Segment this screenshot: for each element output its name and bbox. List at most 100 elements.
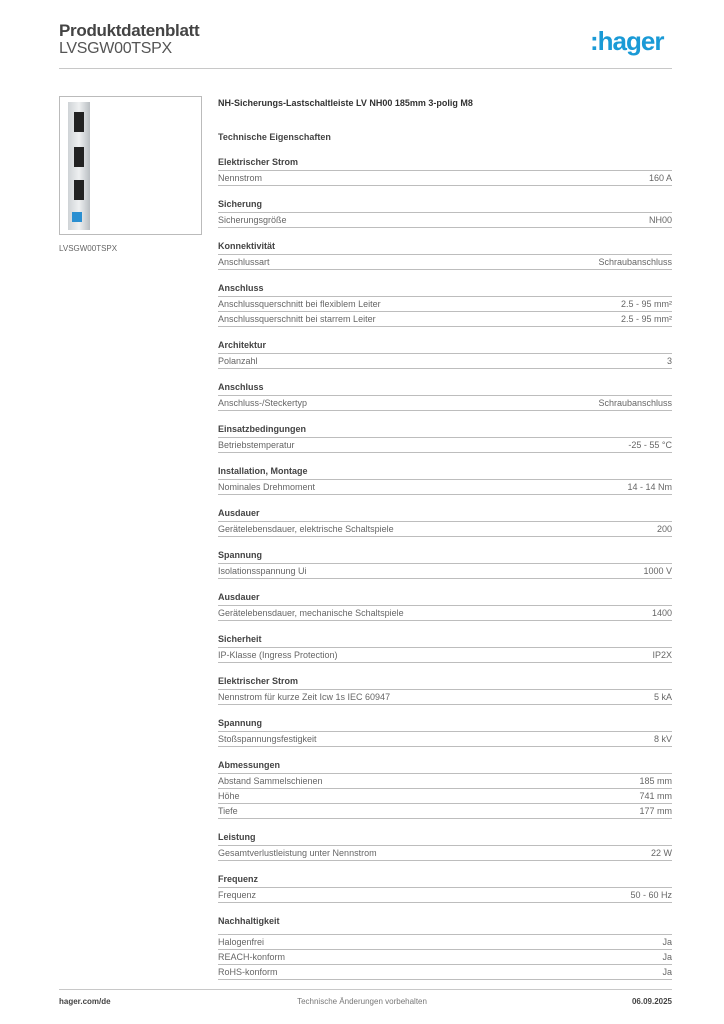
spec-group: Spannung Stoßspannungsfestigkeit 8 kV <box>218 716 672 747</box>
section-title: Technische Eigenschaften <box>218 132 331 142</box>
spec-label: Tiefe <box>218 806 238 816</box>
spec-row: Stoßspannungsfestigkeit 8 kV <box>218 732 672 747</box>
spec-row: RoHS-konform Ja <box>218 965 672 980</box>
footer-notice: Technische Änderungen vorbehalten <box>297 997 427 1006</box>
spec-value: 177 mm <box>639 806 672 816</box>
spec-value: 2.5 - 95 mm² <box>620 299 672 309</box>
spec-value: NH00 <box>648 215 672 225</box>
spec-row: Isolationsspannung Ui 1000 V <box>218 564 672 579</box>
spec-group: Anschluss Anschluss-/Steckertyp Schraubans… <box>218 380 672 411</box>
spec-group: Einsatzbedingungen Betriebstemperatur -25 … <box>218 422 672 453</box>
spec-group: Spannung Isolationsspannung Ui 1000 V <box>218 548 672 579</box>
spec-row: Anschlussquerschnitt bei starrem Leiter 2… <box>218 312 672 327</box>
spec-value: 1000 V <box>643 566 672 576</box>
spec-group: Anschluss Anschlussquerschnitt bei flexib… <box>218 281 672 327</box>
spec-group-title: Spannung <box>218 716 672 732</box>
spec-label: IP-Klasse (Ingress Protection) <box>218 650 338 660</box>
spec-group: Sicherung Sicherungsgröße NH00 <box>218 197 672 228</box>
hager-logo: :hager <box>590 26 664 56</box>
spec-group-title: Sicherung <box>218 197 672 213</box>
spec-group: Sicherheit IP-Klasse (Ingress Protection)… <box>218 632 672 663</box>
spec-group-title: Spannung <box>218 548 672 564</box>
spec-row: Anschlussart Schraubanschluss <box>218 255 672 270</box>
spec-group-title: Sicherheit <box>218 632 672 648</box>
spec-group: Elektrischer Strom Nennstrom 160 A <box>218 155 672 186</box>
spec-label: Anschlussquerschnitt bei starrem Leiter <box>218 314 376 324</box>
spec-content: NH-Sicherungs-Lastschaltleiste LV NH00 1… <box>218 96 672 980</box>
spec-label: Gesamtverlustleistung unter Nennstrom <box>218 848 377 858</box>
spec-value: 185 mm <box>639 776 672 786</box>
spec-value: 50 - 60 Hz <box>630 890 672 900</box>
footer-divider <box>59 989 672 990</box>
spec-label: Nennstrom <box>218 173 263 183</box>
spec-group-title: Ausdauer <box>218 590 672 606</box>
spec-group-title: Anschluss <box>218 281 672 297</box>
spec-group: Ausdauer Gerätelebensdauer, mechanische S… <box>218 590 672 621</box>
spec-row: Sicherungsgröße NH00 <box>218 213 672 228</box>
spec-row: Polanzahl 3 <box>218 354 672 369</box>
spec-value: -25 - 55 °C <box>628 440 672 450</box>
product-code: LVSGW00TSPX <box>59 40 172 57</box>
spec-value: 200 <box>656 524 672 534</box>
spec-row: Nennstrom für kurze Zeit Icw 1s IEC 6094… <box>218 690 672 705</box>
spec-value: 1400 <box>651 608 672 618</box>
spec-group-title: Elektrischer Strom <box>218 155 672 171</box>
spec-row: Halogenfrei Ja <box>218 935 672 950</box>
spec-row: Anschlussquerschnitt bei flexiblem Leite… <box>218 297 672 312</box>
spec-label: RoHS-konform <box>218 967 278 977</box>
fuse-switch-image <box>68 102 90 230</box>
spec-row: Frequenz 50 - 60 Hz <box>218 888 672 903</box>
spec-group-title: Ausdauer <box>218 506 672 522</box>
spec-label: Anschlussart <box>218 257 270 267</box>
spec-row: IP-Klasse (Ingress Protection) IP2X <box>218 648 672 663</box>
spec-value: Ja <box>662 952 672 962</box>
spec-group-title: Abmessungen <box>218 758 672 774</box>
spec-group: Nachhaltigkeit Halogenfrei Ja REACH-konform… <box>218 914 672 980</box>
spec-label: Betriebstemperatur <box>218 440 295 450</box>
spec-group-title: Elektrischer Strom <box>218 674 672 690</box>
spec-label: Abstand Sammelschienen <box>218 776 323 786</box>
spec-label: REACH-konform <box>218 952 286 962</box>
spec-value: Schraubanschluss <box>598 257 672 267</box>
spec-row: Nominales Drehmoment 14 - 14 Nm <box>218 480 672 495</box>
spec-group: Abmessungen Abstand Sammelschienen 185 mm H… <box>218 758 672 819</box>
spec-group-title: Leistung <box>218 830 672 846</box>
spec-row: Gerätelebensdauer, mechanische Schaltspi… <box>218 606 672 621</box>
spec-row: REACH-konform Ja <box>218 950 672 965</box>
spec-group: Elektrischer Strom Nennstrom für kurze Ze… <box>218 674 672 705</box>
spec-label: Nennstrom für kurze Zeit Icw 1s IEC 6094… <box>218 692 391 702</box>
spec-label: Sicherungsgröße <box>218 215 287 225</box>
spec-value: Schraubanschluss <box>598 398 672 408</box>
spec-group: Konnektivität Anschlussart Schraubanschlus… <box>218 239 672 270</box>
spec-group: Architektur Polanzahl 3 <box>218 338 672 369</box>
spec-row: Anschluss-/Steckertyp Schraubanschluss <box>218 396 672 411</box>
spec-label: Nominales Drehmoment <box>218 482 316 492</box>
footer-website[interactable]: hager.com/de <box>59 997 111 1006</box>
product-name: NH-Sicherungs-Lastschaltleiste LV NH00 1… <box>218 98 473 108</box>
page-title: Produktdatenblatt <box>59 21 200 40</box>
spec-value: 160 A <box>648 173 672 183</box>
spec-label: Gerätelebensdauer, elektrische Schaltspi… <box>218 524 394 534</box>
spec-row: Gerätelebensdauer, elektrische Schaltspi… <box>218 522 672 537</box>
spec-groups: Elektrischer Strom Nennstrom 160 A Sicherun… <box>218 155 672 980</box>
spec-label: Anschlussquerschnitt bei flexiblem Leite… <box>218 299 381 309</box>
spec-value: 3 <box>666 356 672 366</box>
image-caption: LVSGW00TSPX <box>59 244 118 253</box>
spec-value: 2.5 - 95 mm² <box>620 314 672 324</box>
spec-label: Anschluss-/Steckertyp <box>218 398 308 408</box>
spec-group-title: Architektur <box>218 338 672 354</box>
spec-row: Betriebstemperatur -25 - 55 °C <box>218 438 672 453</box>
footer-date: 06.09.2025 <box>631 997 672 1006</box>
spec-label: Frequenz <box>218 890 257 900</box>
spec-label: Isolationsspannung Ui <box>218 566 307 576</box>
spec-group-title: Konnektivität <box>218 239 672 255</box>
spec-value: 741 mm <box>639 791 672 801</box>
spec-label: Höhe <box>218 791 240 801</box>
spec-group-title: Anschluss <box>218 380 672 396</box>
spec-group: Installation, Montage Nominales Drehmomen… <box>218 464 672 495</box>
spec-row: Tiefe 177 mm <box>218 804 672 819</box>
spec-value: Ja <box>662 967 672 977</box>
spec-value: IP2X <box>652 650 672 660</box>
spec-group-title: Installation, Montage <box>218 464 672 480</box>
spec-row: Gesamtverlustleistung unter Nennstrom 22 … <box>218 846 672 861</box>
